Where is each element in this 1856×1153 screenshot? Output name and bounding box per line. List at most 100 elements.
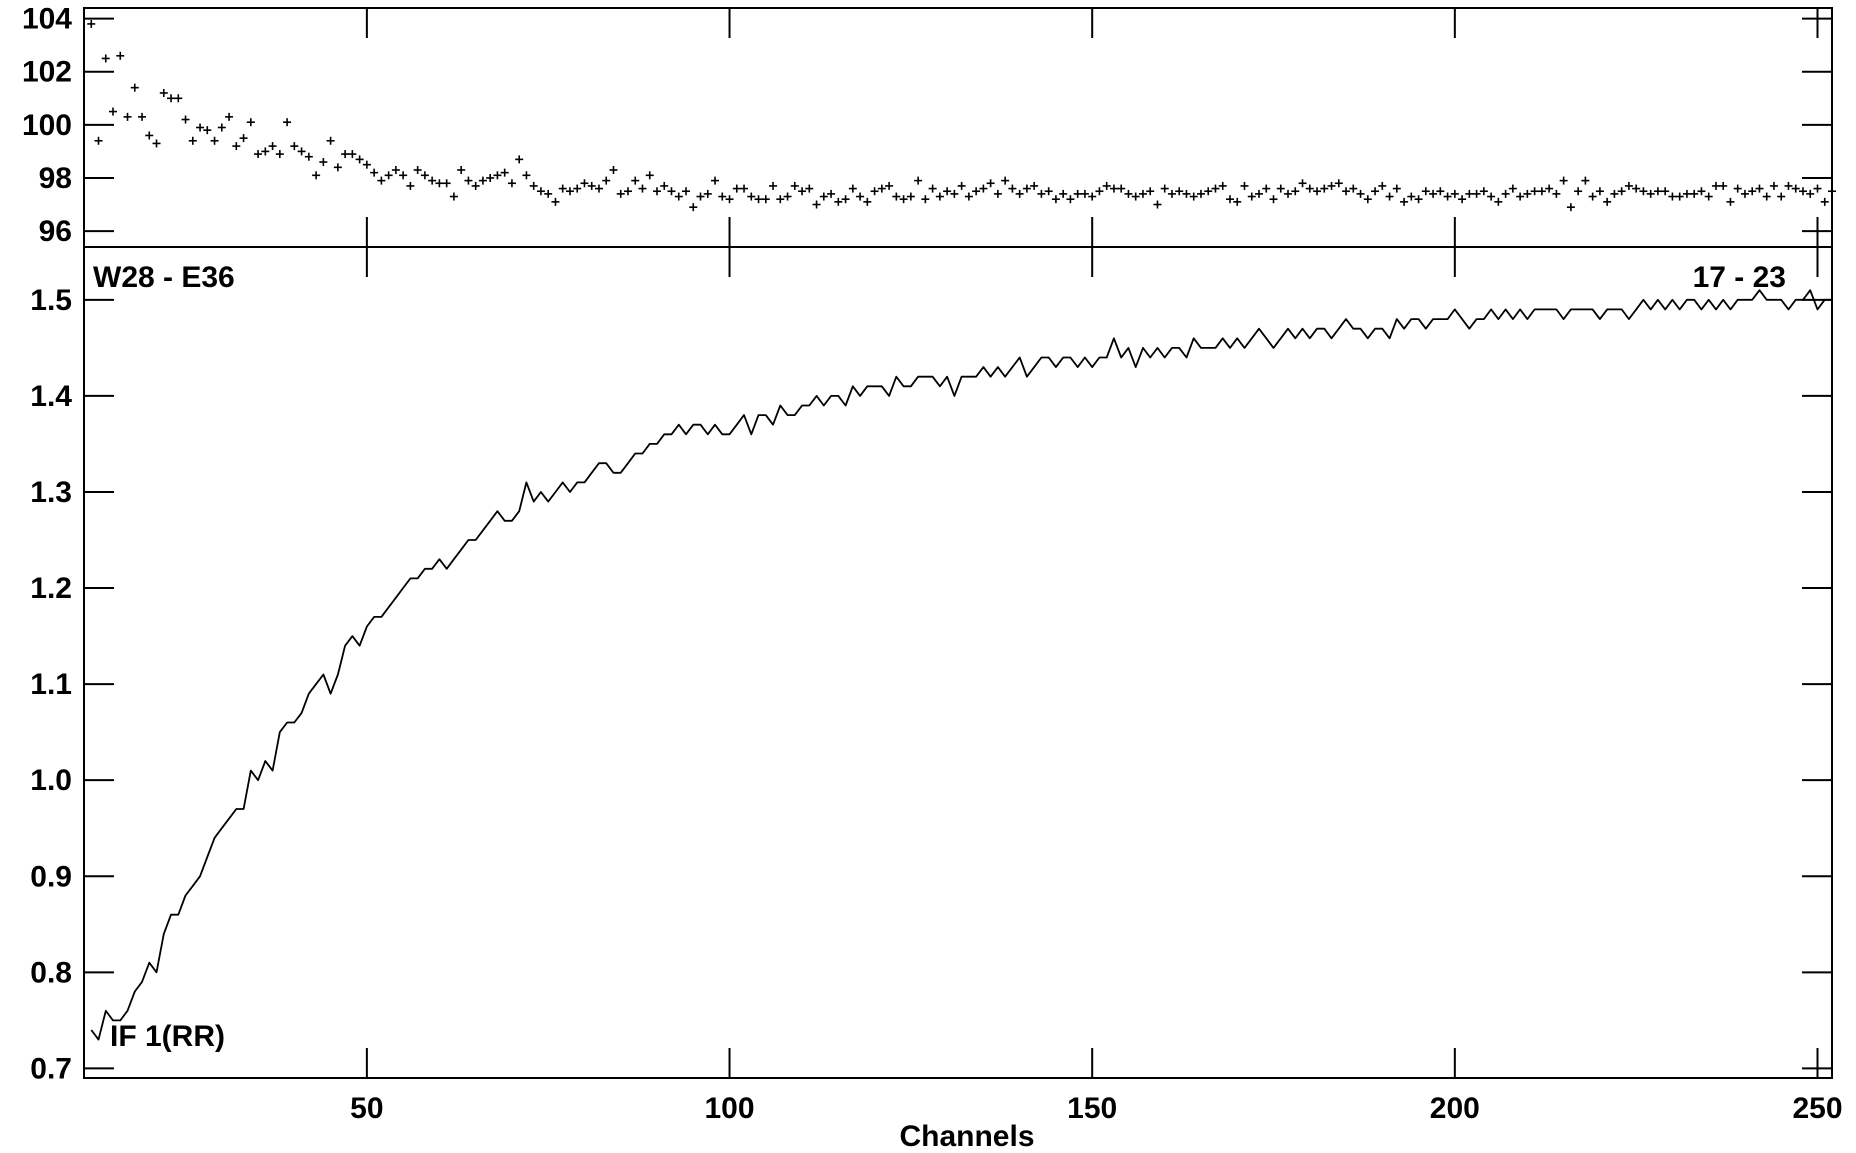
amplitude-point (1218, 181, 1227, 190)
amplitude-point (1363, 195, 1372, 204)
amplitude-point (1443, 192, 1452, 201)
amplitude-point (145, 131, 154, 140)
amplitude-point (790, 181, 799, 190)
amplitude-point (1080, 189, 1089, 198)
amplitude-point (1109, 184, 1118, 193)
amplitude-point (943, 187, 952, 196)
amplitude-point (1015, 189, 1024, 198)
amplitude-point (1124, 189, 1133, 198)
amplitude-point (478, 176, 487, 185)
amplitude-point (776, 195, 785, 204)
amplitude-point (1465, 189, 1474, 198)
bottom-y-tick-label: 0.7 (30, 1052, 72, 1085)
amplitude-point (1305, 184, 1314, 193)
bottom-y-tick-label: 1.0 (30, 764, 72, 797)
amplitude-point (856, 192, 865, 201)
amplitude-point (1196, 189, 1205, 198)
amplitude-point (435, 179, 444, 188)
amplitude-point (109, 107, 118, 116)
amplitude-point (1806, 189, 1815, 198)
amplitude-point (406, 181, 415, 190)
amplitude-point (1189, 192, 1198, 201)
amplitude-point (442, 179, 451, 188)
amplitude-point (1262, 184, 1271, 193)
amplitude-point (660, 181, 669, 190)
amplitude-point (152, 139, 161, 148)
amplitude-point (348, 150, 357, 159)
amplitude-point (863, 197, 872, 206)
amplitude-point (631, 176, 640, 185)
amplitude-point (1233, 197, 1242, 206)
amplitude-point (609, 165, 618, 174)
amplitude-point (87, 19, 96, 28)
amplitude-point (696, 192, 705, 201)
amplitude-point (1131, 192, 1140, 201)
amplitude-point (1494, 197, 1503, 206)
amplitude-point (283, 118, 292, 127)
amplitude-point (1414, 195, 1423, 204)
amplitude-point (711, 176, 720, 185)
amplitude-point (1088, 192, 1097, 201)
amplitude-point (507, 179, 516, 188)
amplitude-point (703, 189, 712, 198)
amplitude-point (645, 171, 654, 180)
amplitude-point (1682, 189, 1691, 198)
bottom-y-tick-label: 1.1 (30, 668, 72, 701)
amplitude-point (587, 181, 596, 190)
amplitude-point (805, 184, 814, 193)
amplitude-point (275, 150, 284, 159)
x-tick-label: 250 (1792, 1092, 1842, 1125)
amplitude-point (986, 179, 995, 188)
amplitude-point (1255, 189, 1264, 198)
amplitude-point (1182, 189, 1191, 198)
amplitude-point (848, 184, 857, 193)
amplitude-point (181, 115, 190, 124)
amplitude-point (718, 192, 727, 201)
top-y-tick-label: 96 (39, 215, 72, 248)
amplitude-point (1298, 179, 1307, 188)
amplitude-point (1537, 187, 1546, 196)
amplitude-point (841, 195, 850, 204)
top-y-tick-label: 102 (22, 56, 72, 89)
amplitude-point (1211, 184, 1220, 193)
amplitude-point (1160, 184, 1169, 193)
amplitude-point (616, 189, 625, 198)
amplitude-point (1320, 184, 1329, 193)
x-tick-label: 50 (350, 1092, 383, 1125)
amplitude-point (798, 187, 807, 196)
amplitude-point (232, 142, 241, 151)
amplitude-point (304, 152, 313, 161)
amplitude-point (239, 134, 248, 143)
amplitude-point (993, 189, 1002, 198)
amplitude-point (1044, 187, 1053, 196)
amplitude-point (1711, 181, 1720, 190)
amplitude-point (130, 83, 139, 92)
amplitude-point (420, 171, 429, 180)
amplitude-point (652, 187, 661, 196)
amplitude-point (1095, 187, 1104, 196)
amplitude-point (1610, 189, 1619, 198)
bottom-y-tick-label: 1.5 (30, 284, 72, 317)
amplitude-point (1523, 189, 1532, 198)
amplitude-point (964, 192, 973, 201)
bottom-y-tick-label: 1.4 (30, 380, 72, 413)
amplitude-point (101, 54, 110, 63)
amplitude-point (1777, 192, 1786, 201)
amplitude-point (1291, 187, 1300, 196)
amplitude-point (1030, 181, 1039, 190)
amplitude-point (732, 184, 741, 193)
amplitude-point (1487, 192, 1496, 201)
amplitude-point (529, 181, 538, 190)
amplitude-point (1385, 192, 1394, 201)
amplitude-point (1247, 192, 1256, 201)
amplitude-point (1276, 184, 1285, 193)
amplitude-point (138, 112, 147, 121)
amplitude-point (428, 176, 437, 185)
amplitude-point (159, 88, 168, 97)
amplitude-point (1755, 184, 1764, 193)
amplitude-point (1421, 187, 1430, 196)
amplitude-point (1400, 197, 1409, 206)
amplitude-point (819, 192, 828, 201)
amplitude-point (290, 142, 299, 151)
amplitude-point (203, 126, 212, 135)
